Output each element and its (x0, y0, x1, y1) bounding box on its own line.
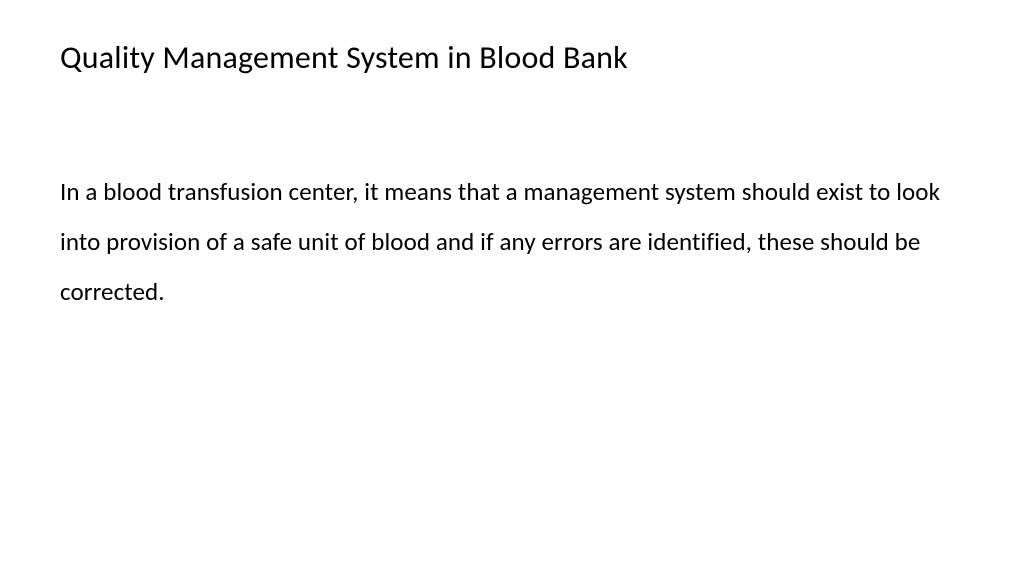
slide-container: Quality Management System in Blood Bank … (0, 0, 1024, 576)
slide-title: Quality Management System in Blood Bank (60, 38, 964, 77)
slide-body-text: In a blood transfusion center, it means … (60, 167, 964, 317)
